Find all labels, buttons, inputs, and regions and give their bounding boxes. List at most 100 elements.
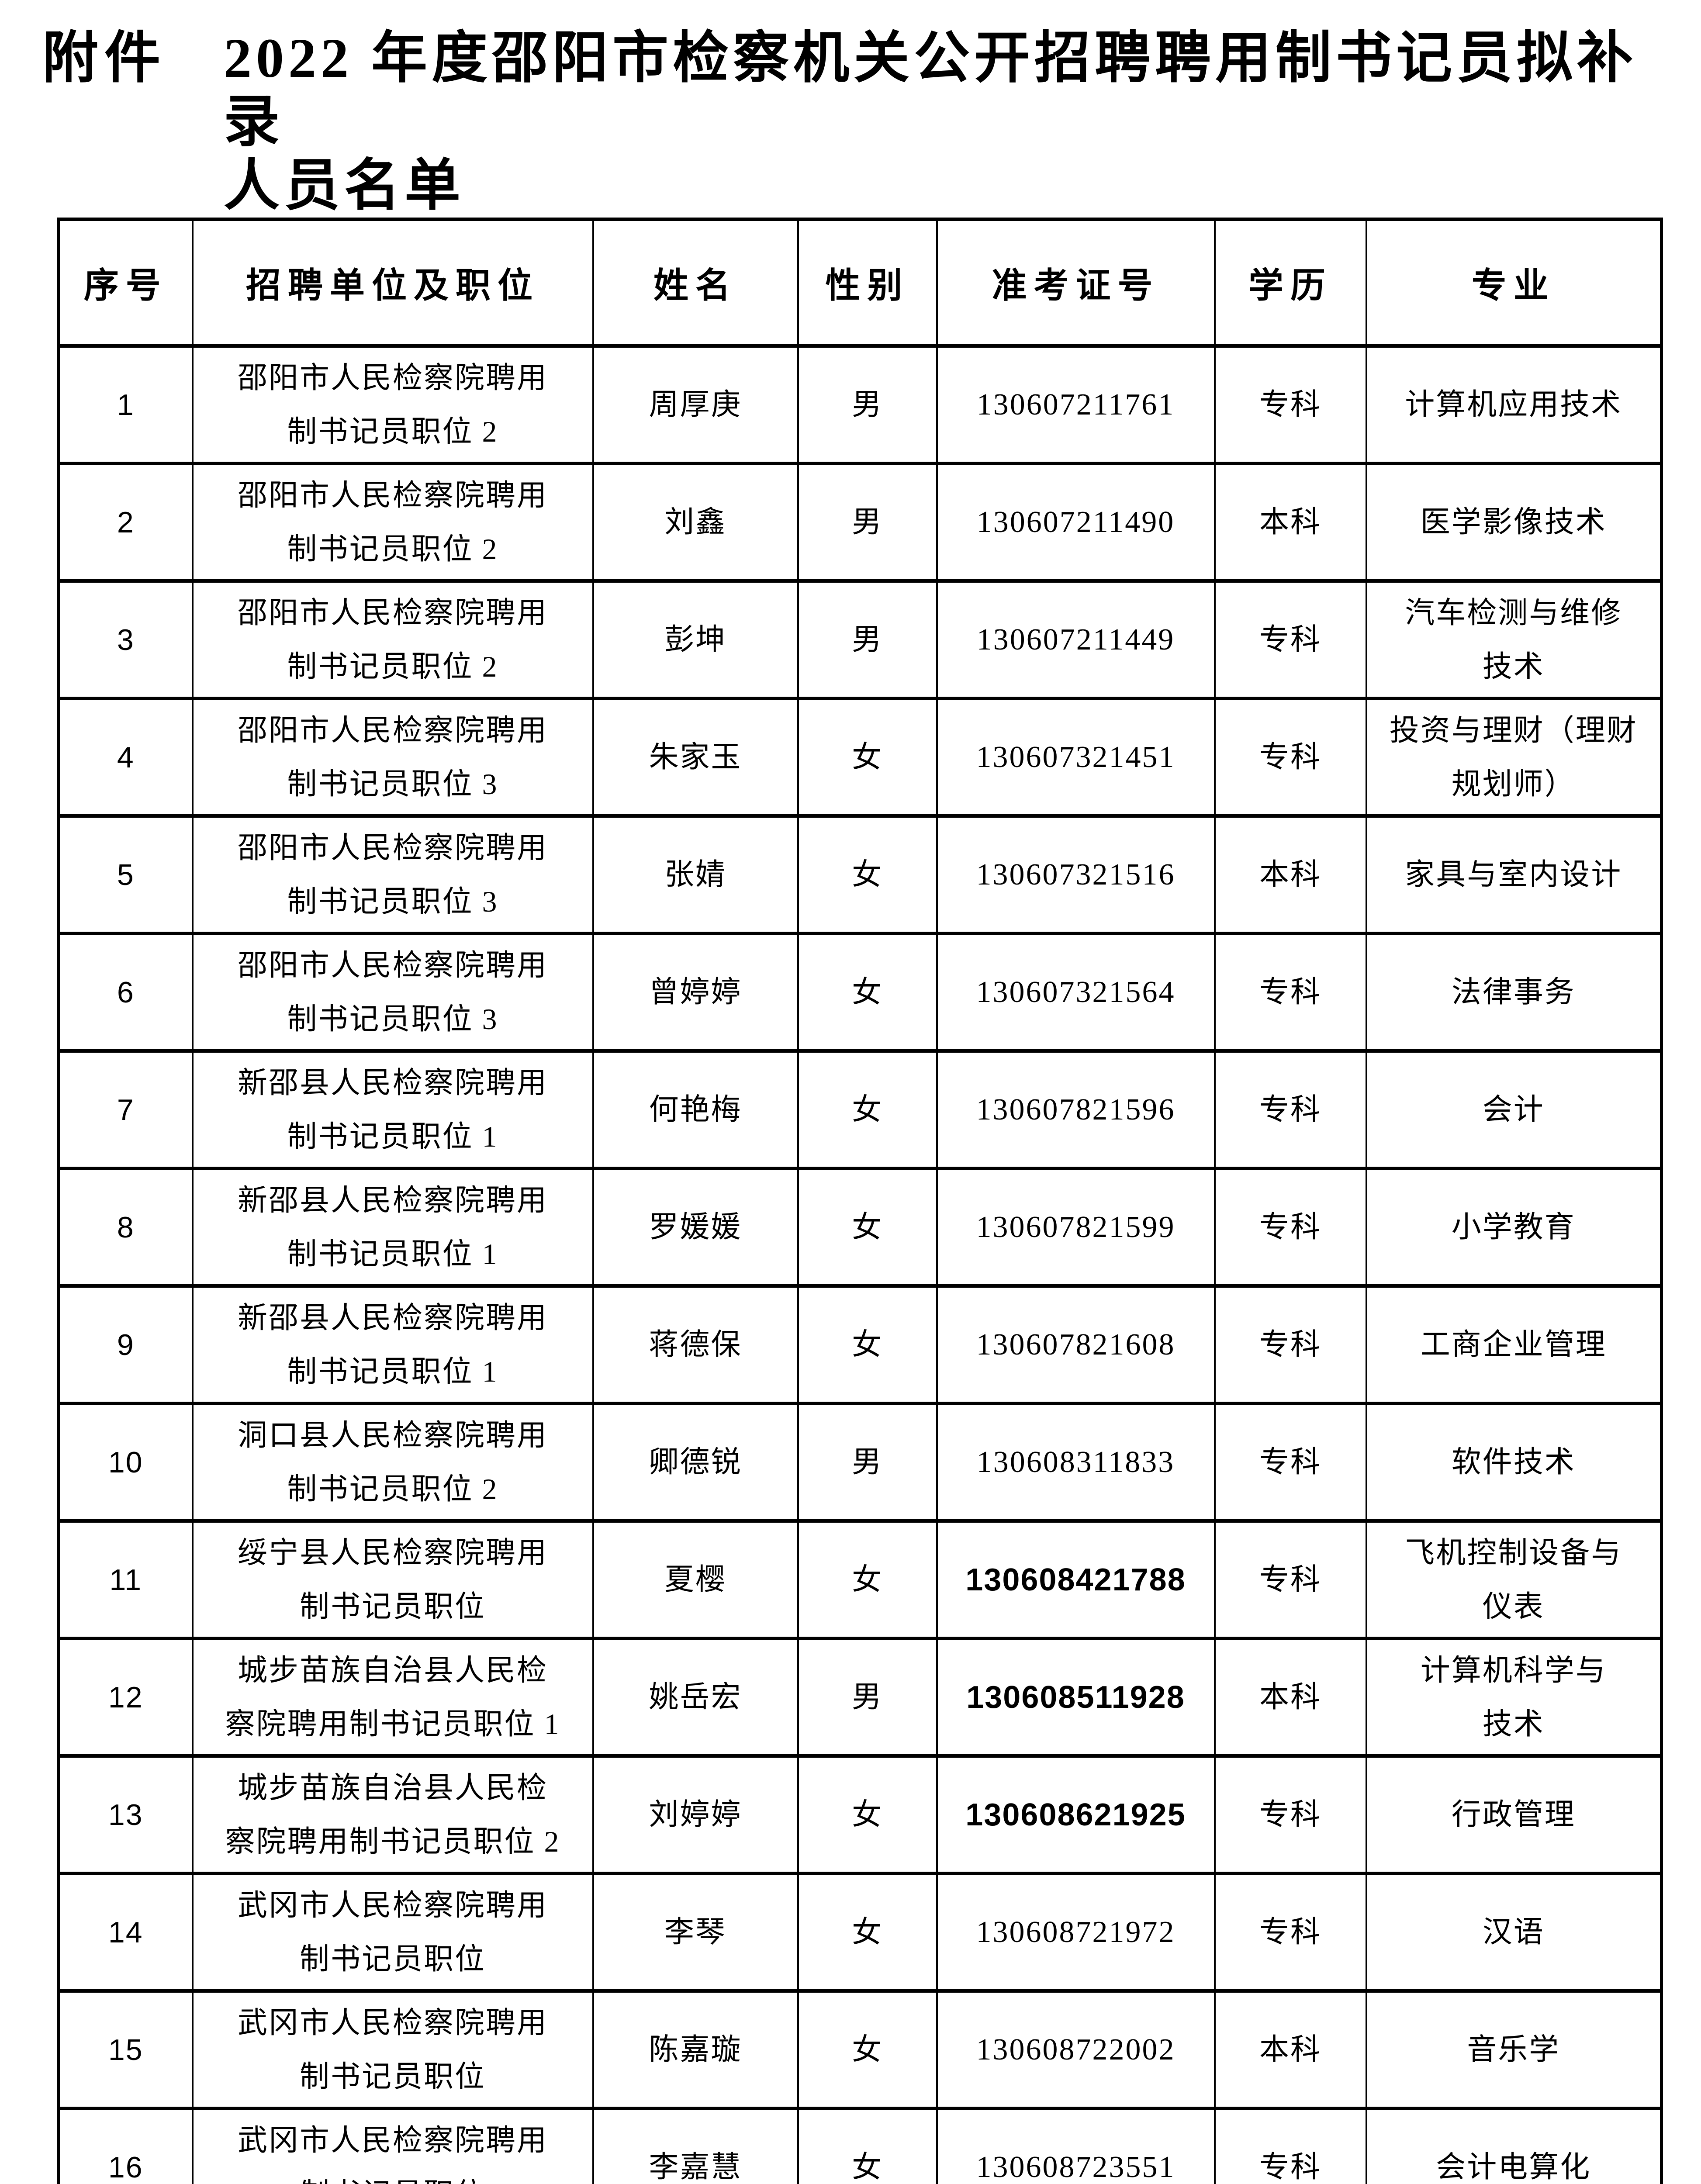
- title-line-2: 人员名单: [224, 155, 465, 217]
- header-row: 序号 招聘单位及职位 姓名 性别 准考证号 学历 专业: [57, 218, 1663, 348]
- unit-position: 武冈市人民检察院聘用 制书记员职位: [191, 1872, 594, 1993]
- row-number: 10: [57, 1402, 194, 1523]
- major: 家具与室内设计: [1365, 814, 1663, 935]
- major: 会计: [1365, 1049, 1663, 1170]
- row-number: 14: [57, 1872, 194, 1993]
- ticket-number: 130607821608: [936, 1284, 1216, 1405]
- gender: 女: [797, 1049, 938, 1170]
- row-number: 4: [57, 697, 194, 818]
- row-number: 6: [57, 932, 194, 1053]
- attachment-label: 附件: [42, 27, 167, 89]
- row-number: 8: [57, 1167, 194, 1288]
- education: 专科: [1214, 2107, 1367, 2184]
- unit-position: 邵阳市人民检察院聘用 制书记员职位 3: [191, 814, 594, 935]
- gender: 女: [797, 697, 938, 818]
- table-row: 4 邵阳市人民检察院聘用 制书记员职位 3 朱家玉女 130607321451 专科 投资…: [57, 697, 1663, 818]
- education: 专科: [1214, 1754, 1367, 1875]
- unit-position: 洞口县人民检察院聘用 制书记员职位 2: [191, 1402, 594, 1523]
- ticket-number: 130607211761: [936, 344, 1216, 465]
- unit-position: 新邵县人民检察院聘用 制书记员职位 1: [191, 1049, 594, 1170]
- gender: 女: [797, 1754, 938, 1875]
- ticket-number: 130608721972: [936, 1872, 1216, 1993]
- row-number: 5: [57, 814, 194, 935]
- major: 小学教育: [1365, 1167, 1663, 1288]
- ticket-number: 130607321516: [936, 814, 1216, 935]
- gender: 男: [797, 1402, 938, 1523]
- gender: 男: [797, 579, 938, 700]
- ticket-number: 130608421788: [936, 1519, 1216, 1640]
- unit-position: 邵阳市人民检察院聘用 制书记员职位 2: [191, 462, 594, 583]
- unit-position: 城步苗族自治县人民检 察院聘用制书记员职位 1: [191, 1637, 594, 1758]
- unit-position: 武冈市人民检察院聘用 制书记员职位: [191, 2107, 594, 2184]
- gender: 女: [797, 932, 938, 1053]
- candidate-name: 夏樱: [592, 1519, 799, 1640]
- row-number: 13: [57, 1754, 194, 1875]
- gender: 女: [797, 814, 938, 935]
- document-title: 附件 2022 年度邵阳市检察机关公开招聘聘用制书记员拟补录 人员名单: [0, 26, 1701, 217]
- major: 法律事务: [1365, 932, 1663, 1053]
- gender: 男: [797, 462, 938, 583]
- ticket-number: 130608723551: [936, 2107, 1216, 2184]
- candidate-name: 李嘉慧: [592, 2107, 799, 2184]
- column-header-4: 准考证号: [936, 218, 1216, 348]
- row-number: 3: [57, 579, 194, 700]
- unit-position: 城步苗族自治县人民检 察院聘用制书记员职位 2: [191, 1754, 594, 1875]
- table-row: 5 邵阳市人民检察院聘用 制书记员职位 3 张婧女 130607321516 本科 家具与…: [57, 814, 1663, 935]
- gender: 男: [797, 344, 938, 465]
- title-text: 2022 年度邵阳市检察机关公开招聘聘用制书记员拟补录 人员名单: [224, 26, 1678, 218]
- table-row: 13 城步苗族自治县人民检 察院聘用制书记员职位 2 刘婷婷女 13060862192…: [57, 1754, 1663, 1875]
- major: 投资与理财（理财 规划师）: [1365, 697, 1663, 818]
- row-number: 11: [57, 1519, 194, 1640]
- candidate-name: 罗媛媛: [592, 1167, 799, 1288]
- row-number: 7: [57, 1049, 194, 1170]
- ticket-number: 130607821599: [936, 1167, 1216, 1288]
- candidate-name: 姚岳宏: [592, 1637, 799, 1758]
- candidate-name: 刘婷婷: [592, 1754, 799, 1875]
- table-row: 3 邵阳市人民检察院聘用 制书记员职位 2 彭坤男 130607211449 专科 汽车检…: [57, 579, 1663, 700]
- unit-position: 绥宁县人民检察院聘用 制书记员职位: [191, 1519, 594, 1640]
- unit-position: 邵阳市人民检察院聘用 制书记员职位 2: [191, 344, 594, 465]
- ticket-number: 130608621925: [936, 1754, 1216, 1875]
- major: 音乐学: [1365, 1989, 1663, 2110]
- major: 行政管理: [1365, 1754, 1663, 1875]
- table-row: 7 新邵县人民检察院聘用 制书记员职位 1 何艳梅女 130607821596 专科 会计: [57, 1049, 1663, 1170]
- gender: 女: [797, 1989, 938, 2110]
- education: 专科: [1214, 1872, 1367, 1993]
- unit-position: 武冈市人民检察院聘用 制书记员职位: [191, 1989, 594, 2110]
- recruitment-roster-table: 序号 招聘单位及职位 姓名 性别 准考证号 学历 专业 1 邵阳市人民检察院聘用 制书记员职位…: [57, 218, 1663, 2184]
- candidate-name: 周厚庚: [592, 344, 799, 465]
- column-header-3: 性别: [797, 218, 938, 348]
- unit-position: 邵阳市人民检察院聘用 制书记员职位 3: [191, 932, 594, 1053]
- candidate-name: 卿德锐: [592, 1402, 799, 1523]
- gender: 女: [797, 1167, 938, 1288]
- title-line-1: 2022 年度邵阳市检察机关公开招聘聘用制书记员拟补录: [224, 27, 1638, 153]
- major: 汉语: [1365, 1872, 1663, 1993]
- table-row: 6 邵阳市人民检察院聘用 制书记员职位 3 曾婷婷女 130607321564 专科 法律…: [57, 932, 1663, 1053]
- row-number: 9: [57, 1284, 194, 1405]
- column-header-5: 学历: [1214, 218, 1367, 348]
- table-row: 15 武冈市人民检察院聘用 制书记员职位 陈嘉璇女 130608722002 本科 音乐学: [57, 1989, 1663, 2110]
- ticket-number: 130607321451: [936, 697, 1216, 818]
- ticket-number: 130607821596: [936, 1049, 1216, 1170]
- table-row: 8 新邵县人民检察院聘用 制书记员职位 1 罗媛媛女 130607821599 专科 小学…: [57, 1167, 1663, 1288]
- major: 会计电算化: [1365, 2107, 1663, 2184]
- column-header-6: 专业: [1365, 218, 1663, 348]
- candidate-name: 李琴: [592, 1872, 799, 1993]
- table-row: 11 绥宁县人民检察院聘用 制书记员职位 夏樱女 130608421788 专科 飞机控制…: [57, 1519, 1663, 1640]
- row-number: 1: [57, 344, 194, 465]
- candidate-name: 蒋德保: [592, 1284, 799, 1405]
- education: 本科: [1214, 1637, 1367, 1758]
- major: 计算机应用技术: [1365, 344, 1663, 465]
- education: 专科: [1214, 1049, 1367, 1170]
- education: 专科: [1214, 697, 1367, 818]
- column-header-1: 招聘单位及职位: [191, 218, 594, 348]
- unit-position: 新邵县人民检察院聘用 制书记员职位 1: [191, 1284, 594, 1405]
- table-row: 9 新邵县人民检察院聘用 制书记员职位 1 蒋德保女 130607821608 专科 工商…: [57, 1284, 1663, 1405]
- education: 本科: [1214, 814, 1367, 935]
- table-body: 1 邵阳市人民检察院聘用 制书记员职位 2 周厚庚男 130607211761 专科 计算…: [57, 344, 1663, 2184]
- table-row: 12 城步苗族自治县人民检 察院聘用制书记员职位 1 姚岳宏男 13060851192…: [57, 1637, 1663, 1758]
- candidate-name: 陈嘉璇: [592, 1989, 799, 2110]
- gender: 女: [797, 1284, 938, 1405]
- major: 工商企业管理: [1365, 1284, 1663, 1405]
- gender: 男: [797, 1637, 938, 1758]
